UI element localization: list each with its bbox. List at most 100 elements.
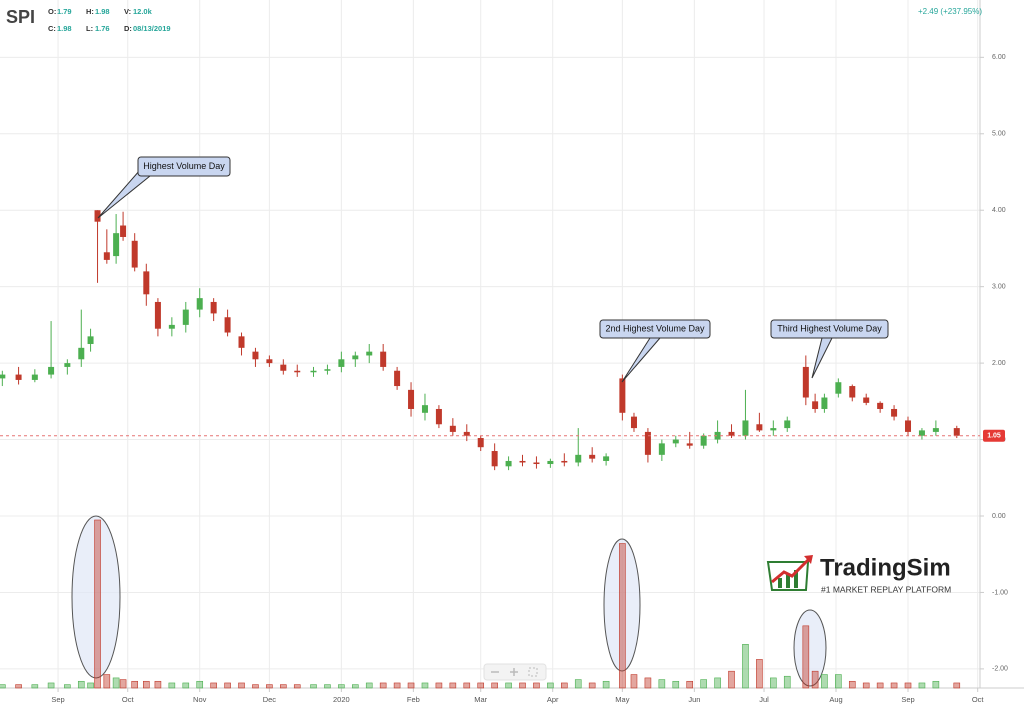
candle-body xyxy=(644,431,651,455)
candle-body xyxy=(603,456,610,461)
volume-bar xyxy=(519,682,526,689)
candle-body xyxy=(196,298,203,310)
volume-bar xyxy=(848,680,856,689)
volume-bar xyxy=(352,684,359,689)
candle-body xyxy=(784,420,791,429)
x-tick-label: Oct xyxy=(972,695,985,704)
volume-bar xyxy=(658,679,666,689)
candle-body xyxy=(589,454,596,459)
candle-body xyxy=(131,240,138,268)
candle-body xyxy=(561,460,568,463)
candle-body xyxy=(802,366,809,398)
x-tick-label: Jun xyxy=(688,695,700,704)
volume-bar xyxy=(619,543,626,689)
header-label: V: xyxy=(124,7,131,16)
volume-bar xyxy=(224,682,231,689)
candle-body xyxy=(812,401,819,409)
volume-bar xyxy=(756,659,763,689)
plot xyxy=(0,210,980,689)
candle-body xyxy=(252,351,259,360)
x-tick-label: Sep xyxy=(51,695,64,704)
volume-bar xyxy=(953,682,961,689)
volume-bar xyxy=(393,682,401,689)
volume-bar xyxy=(252,684,259,689)
volume-bar xyxy=(210,682,217,689)
candle-body xyxy=(700,435,707,446)
candle-body xyxy=(266,359,273,364)
candle-body xyxy=(533,462,540,465)
candle-body xyxy=(835,382,842,394)
candle-body xyxy=(113,233,120,257)
header-value: 1.98 xyxy=(95,7,110,16)
volume-bar xyxy=(293,684,301,689)
candle-body xyxy=(672,439,679,444)
header-label: L: xyxy=(86,24,93,33)
header-value: 12.0k xyxy=(133,7,153,16)
candle-body xyxy=(756,424,763,431)
x-tick-label: Jul xyxy=(759,695,769,704)
candle-body xyxy=(770,428,777,431)
volume-bar xyxy=(714,677,721,689)
annotation: Highest Volume Day xyxy=(143,161,225,171)
candle-body xyxy=(168,324,175,329)
volume-bar xyxy=(338,684,345,689)
candle-body xyxy=(103,252,110,260)
candle-body xyxy=(182,309,189,325)
candle-body xyxy=(953,428,960,436)
zoom-controls[interactable] xyxy=(483,663,547,681)
volume-bar xyxy=(672,680,680,689)
volume-bar xyxy=(890,682,898,689)
candle-body xyxy=(280,364,287,371)
highlight xyxy=(793,609,827,687)
volume-bar xyxy=(821,674,828,689)
volume-bar xyxy=(728,670,735,689)
volume-bar xyxy=(379,682,387,689)
candle-body xyxy=(0,374,6,379)
volume-bar xyxy=(862,682,870,689)
annotation: 2nd Highest Volume Day xyxy=(605,323,705,333)
volume-bar xyxy=(547,682,554,689)
candle-body xyxy=(31,374,38,380)
volume-bar xyxy=(783,675,791,689)
volume-bar xyxy=(505,682,512,689)
volume-bar xyxy=(266,684,273,689)
volume-bar xyxy=(932,680,940,689)
candle-body xyxy=(380,351,387,367)
volume-bar xyxy=(477,682,485,689)
candle-body xyxy=(714,431,721,440)
x-tick-label: Dec xyxy=(263,695,277,704)
volume-bar xyxy=(196,680,204,689)
candle-body xyxy=(658,443,665,455)
header-value: 1.98 xyxy=(57,24,72,33)
annotation: Third Highest Volume Day xyxy=(777,323,882,333)
candle-body xyxy=(78,347,85,360)
header-label: H: xyxy=(86,7,94,16)
candle-body xyxy=(932,428,939,432)
volume-bar xyxy=(435,682,443,689)
candle-body xyxy=(366,351,373,356)
header-label: C: xyxy=(48,24,56,33)
candle-body xyxy=(547,460,554,465)
volume-bar xyxy=(119,679,127,689)
volume-bar xyxy=(94,519,101,689)
candle-body xyxy=(120,225,127,237)
volume-bar xyxy=(365,682,373,689)
candle-body xyxy=(87,336,94,344)
volume-bar xyxy=(15,684,22,689)
volume-bar xyxy=(588,682,596,689)
x-tick-label: Apr xyxy=(547,695,559,704)
x-tick-label: May xyxy=(615,695,629,704)
volume-bar xyxy=(770,677,777,689)
candle-body xyxy=(575,454,582,463)
candle-body xyxy=(210,301,217,314)
candle-body xyxy=(630,416,637,429)
candle-body xyxy=(94,210,101,222)
volume-bar xyxy=(182,682,190,689)
candle-body xyxy=(352,355,359,360)
volume-bar xyxy=(644,677,652,689)
header-label: D: xyxy=(124,24,132,33)
volume-bar xyxy=(630,674,638,689)
candle-body xyxy=(505,460,512,467)
candle-body xyxy=(686,443,693,446)
